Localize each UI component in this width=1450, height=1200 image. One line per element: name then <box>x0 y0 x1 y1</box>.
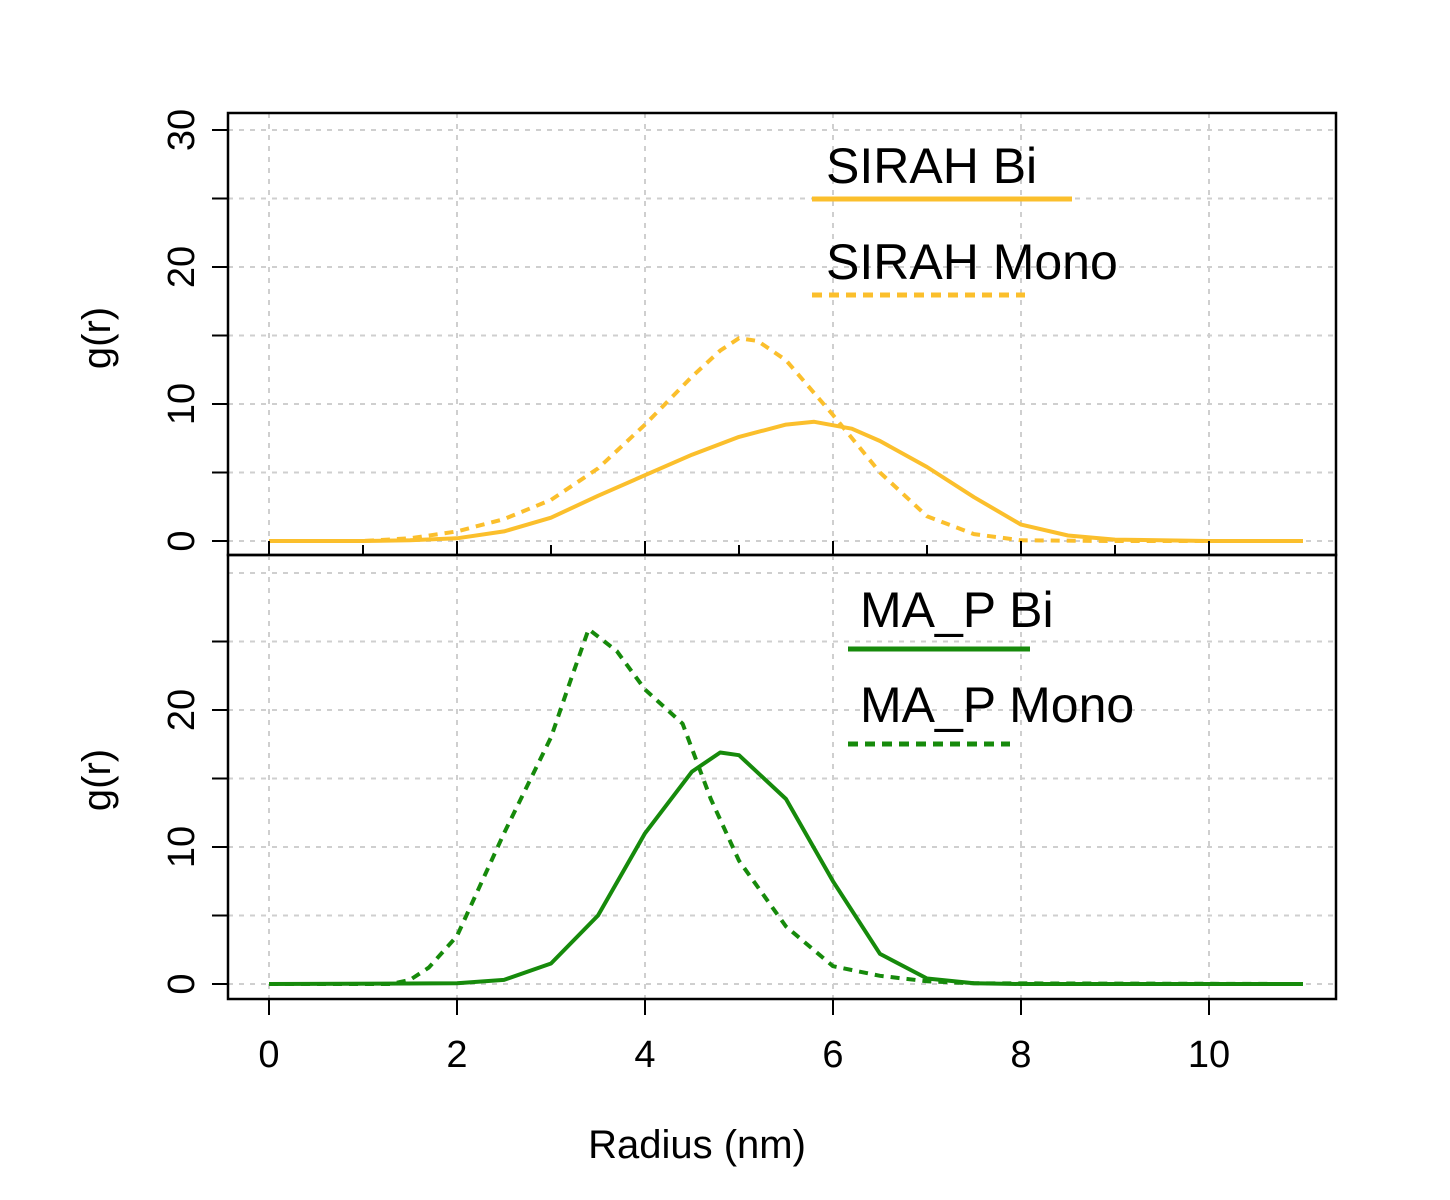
y-tick-label: 0 <box>161 973 203 994</box>
x-tick-label: 6 <box>822 1034 843 1076</box>
legend-label: SIRAH Bi <box>826 138 1037 194</box>
legend: MA_P Bi MA_P Mono <box>848 582 1134 747</box>
x-axis-title: Radius (nm) <box>588 1123 806 1167</box>
series-line-sirah-bi <box>269 419 1303 543</box>
y-tick-label: 20 <box>161 246 203 288</box>
series-line-sirah-mono <box>269 336 1303 543</box>
y-tick-label: 30 <box>161 109 203 151</box>
top-y-axis-title: g(r) <box>75 307 119 369</box>
y-tick-label: 0 <box>161 530 203 551</box>
x-tick-label: 8 <box>1010 1034 1031 1076</box>
x-tick-label: 10 <box>1188 1034 1230 1076</box>
series-line-ma-p-mono <box>269 627 1304 986</box>
legend: SIRAH Bi SIRAH Mono <box>812 138 1118 298</box>
gridlines <box>228 555 1336 999</box>
bottom-panel: g(r) 0 10 20 0 2 4 6 8 10 MA_P Bi MA_P Mono <box>75 553 1338 1076</box>
plot-frame <box>226 553 1338 1001</box>
y-tick-label: 10 <box>161 826 203 868</box>
legend-label: MA_P Bi <box>860 582 1054 638</box>
legend-label: SIRAH Mono <box>826 234 1118 290</box>
gridlines <box>228 113 1336 555</box>
x-tick-label: 4 <box>634 1034 655 1076</box>
x-tick-label: 0 <box>258 1034 279 1076</box>
x-tick-label: 2 <box>446 1034 467 1076</box>
bottom-y-axis-title: g(r) <box>75 749 119 811</box>
y-tick-label: 20 <box>161 689 203 731</box>
series-line-ma-p-bi <box>268 750 1303 986</box>
legend-label: MA_P Mono <box>860 677 1134 733</box>
plot-frame <box>226 111 1338 557</box>
y-tick-label: 10 <box>161 383 203 425</box>
top-panel: g(r) 0 10 20 30 SIRAH Bi SIRAH Mono <box>75 109 1338 557</box>
